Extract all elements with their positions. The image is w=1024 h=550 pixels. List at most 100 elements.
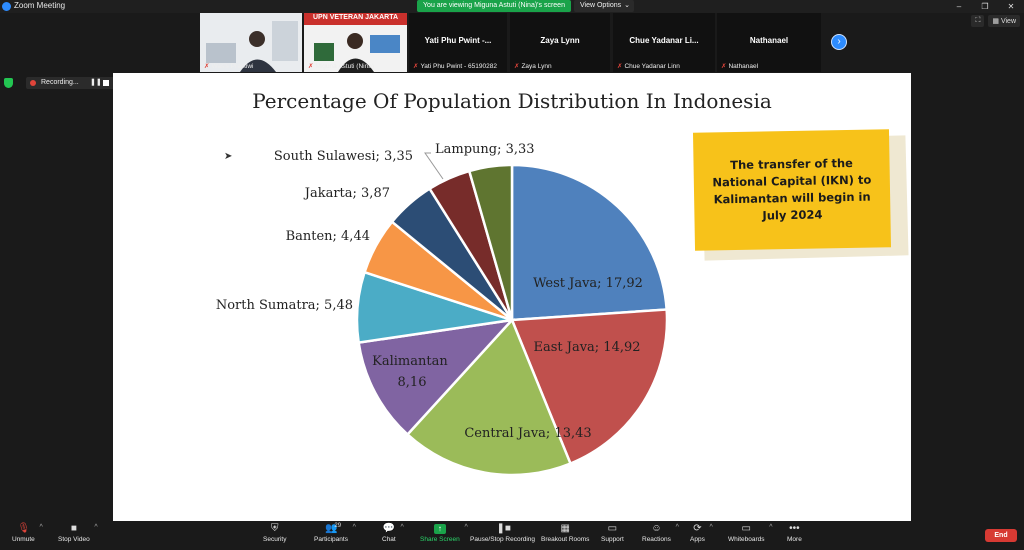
breakout-grid-icon: ▦ bbox=[560, 523, 570, 534]
unmute-button[interactable]: 🎙 Unmute ^ bbox=[12, 523, 43, 544]
shield-icon: ⛨ bbox=[270, 523, 279, 534]
next-page-arrow-icon[interactable]: › bbox=[831, 34, 847, 50]
recording-dot-icon bbox=[30, 80, 36, 86]
tile-footer: ✗ Chue Yadanar Linn bbox=[617, 63, 680, 70]
tile-name: Nathanael bbox=[749, 36, 789, 45]
callout-note: The transfer of the National Capital (IK… bbox=[692, 129, 892, 251]
participants-button[interactable]: 👥 29 Participants ^ bbox=[314, 523, 356, 543]
reactions-button[interactable]: ☺ Reactions ^ bbox=[642, 523, 679, 544]
data-label-north-sumatra: North Sumatra; 5,48 bbox=[216, 298, 353, 313]
video-camera-icon: ■ bbox=[70, 523, 77, 534]
callout-text: The transfer of the National Capital (IK… bbox=[712, 155, 872, 223]
whiteboards-button[interactable]: ▭ Whiteboards ^ bbox=[728, 523, 773, 544]
muted-mic-icon: ✗ bbox=[204, 63, 210, 70]
share-screen-button[interactable]: ↑ Share Screen ^ bbox=[420, 524, 468, 543]
background-banner-text: UPN VETERAN JAKARTA bbox=[312, 14, 399, 21]
tile-footer: ✗ Yati Phu Pwint - 65190282 bbox=[413, 63, 497, 70]
tile-name: Zaya Lynn bbox=[540, 36, 580, 45]
pie-slice-west-java bbox=[510, 163, 668, 322]
end-meeting-button[interactable]: End bbox=[985, 529, 1017, 542]
chevron-up-icon[interactable]: ^ bbox=[709, 524, 713, 531]
recording-bar: Recording... ❚❚ bbox=[0, 76, 115, 90]
chevron-up-icon[interactable]: ^ bbox=[769, 524, 773, 531]
support-icon: ▭ bbox=[607, 523, 618, 534]
muted-mic-icon: ✗ bbox=[413, 63, 419, 70]
ellipsis-icon: ••• bbox=[789, 523, 800, 534]
security-button[interactable]: ⛨ Security bbox=[263, 523, 287, 544]
participants-icon: 👥 bbox=[324, 523, 338, 534]
shield-icon bbox=[4, 78, 13, 88]
data-label-west-java: West Java; 17,92 bbox=[533, 276, 643, 291]
data-label-central-java: Central Java; 13,43 bbox=[464, 426, 591, 441]
recording-label: Recording... bbox=[41, 79, 79, 86]
video-tile[interactable]: Chue Yadanar Li... ✗ Chue Yadanar Linn bbox=[613, 13, 715, 72]
smiley-icon: ☺ bbox=[651, 523, 662, 534]
muted-mic-icon: ✗ bbox=[308, 63, 314, 70]
leader-line bbox=[424, 152, 444, 180]
stop-video-button[interactable]: ■ Stop Video ^ bbox=[58, 523, 98, 544]
video-gallery: ✗ Wasis Prastiwi UPN VETERAN JAKARTA ✗ Mig… bbox=[0, 13, 1024, 73]
data-label-jakarta: Jakarta; 3,87 bbox=[303, 186, 390, 201]
maximize-icon[interactable]: ❐ bbox=[981, 2, 989, 11]
chevron-up-icon[interactable]: ^ bbox=[39, 524, 43, 531]
window-title: Zoom Meeting bbox=[14, 1, 66, 10]
stop-icon[interactable] bbox=[103, 80, 109, 86]
shared-screen: Percentage Of Population Distribution In… bbox=[113, 73, 911, 521]
pie-slice-kalimantan bbox=[357, 318, 516, 437]
chevron-up-icon[interactable]: ^ bbox=[464, 524, 468, 531]
viewing-banner: You are viewing Miguna Astuti (Nina)'s s… bbox=[417, 0, 571, 12]
chat-button[interactable]: 💬 Chat ^ bbox=[382, 523, 404, 544]
share-arrow-icon: ↑ bbox=[433, 524, 446, 534]
pie-slice-lampung bbox=[467, 163, 514, 321]
participants-count: 29 bbox=[334, 523, 342, 529]
apps-button[interactable]: ⟳ Apps ^ bbox=[690, 523, 713, 544]
video-tile[interactable]: UPN VETERAN JAKARTA ✗ Miguna Astuti (Nina… bbox=[304, 13, 407, 72]
chevron-up-icon[interactable]: ^ bbox=[352, 524, 356, 531]
tile-footer: ✗ Wasis Prastiwi bbox=[204, 63, 254, 70]
pie-slice-east-java bbox=[510, 308, 669, 466]
recording-indicator: Recording... ❚❚ bbox=[26, 77, 115, 89]
zoom-logo-icon bbox=[2, 2, 11, 11]
more-button[interactable]: ••• More bbox=[787, 523, 802, 544]
pie-chart: West Java; 17,92 East Java; 14,92 Central … bbox=[216, 142, 669, 477]
view-options-button[interactable]: View Options ⌄ bbox=[574, 0, 634, 12]
data-label-banten: Banten; 4,44 bbox=[286, 229, 370, 244]
data-label-lampung: Lampung; 3,33 bbox=[435, 142, 535, 157]
tile-name: Yati Phu Pwint -... bbox=[424, 36, 492, 45]
breakout-rooms-button[interactable]: ▦ Breakout Rooms bbox=[541, 523, 590, 544]
title-bar: Zoom Meeting You are viewing Miguna Astu… bbox=[0, 0, 1024, 13]
pie-slice-central-java bbox=[405, 317, 573, 477]
tile-name: Chue Yadanar Li... bbox=[629, 36, 699, 45]
tile-footer: ✗ Nathanael bbox=[721, 63, 759, 70]
view-options-label: View Options bbox=[580, 2, 622, 9]
pause-stop-icon: ❚■ bbox=[496, 523, 511, 534]
view-button[interactable]: ▦ View bbox=[988, 15, 1020, 27]
whiteboard-icon: ▭ bbox=[741, 523, 751, 534]
pause-icon[interactable]: ❚❚ bbox=[90, 79, 102, 86]
slide-title: Percentage Of Population Distribution In… bbox=[252, 89, 772, 113]
fullscreen-icon[interactable]: ⛶ bbox=[971, 15, 985, 27]
data-label-south-sulawesi: South Sulawesi; 3,35 bbox=[274, 149, 413, 164]
tile-footer: ✗ Zaya Lynn bbox=[514, 63, 552, 70]
apps-icon: ⟳ bbox=[693, 523, 702, 534]
minimize-icon[interactable]: – bbox=[956, 2, 962, 11]
muted-microphone-icon: 🎙 bbox=[17, 523, 31, 534]
muted-mic-icon: ✗ bbox=[721, 63, 727, 70]
video-tile[interactable]: Zaya Lynn ✗ Zaya Lynn bbox=[510, 13, 610, 72]
meeting-toolbar: 🎙 Unmute ^ ■ Stop Video ^ ⛨ Security 👥 29 Parti… bbox=[0, 521, 1024, 550]
participant-video bbox=[200, 13, 302, 72]
video-tile[interactable]: ✗ Wasis Prastiwi bbox=[200, 13, 302, 72]
video-tile[interactable]: Nathanael ✗ Nathanael bbox=[717, 13, 821, 72]
video-tile[interactable]: Yati Phu Pwint -... ✗ Yati Phu Pwint - 65… bbox=[409, 13, 507, 72]
chat-bubble-icon: 💬 bbox=[382, 523, 396, 534]
window-controls: – ❐ ✕ bbox=[946, 0, 1024, 13]
chevron-up-icon[interactable]: ^ bbox=[400, 524, 404, 531]
pause-recording-button[interactable]: ❚■ Pause/Stop Recording bbox=[470, 523, 536, 544]
participant-video bbox=[304, 13, 407, 72]
chevron-up-icon[interactable]: ^ bbox=[94, 524, 98, 531]
top-right-tools: ⛶ ▦ View bbox=[971, 15, 1020, 27]
chevron-up-icon[interactable]: ^ bbox=[675, 524, 679, 531]
close-icon[interactable]: ✕ bbox=[1007, 2, 1015, 11]
muted-mic-icon: ✗ bbox=[617, 63, 623, 70]
support-button[interactable]: ▭ Support bbox=[601, 523, 624, 544]
